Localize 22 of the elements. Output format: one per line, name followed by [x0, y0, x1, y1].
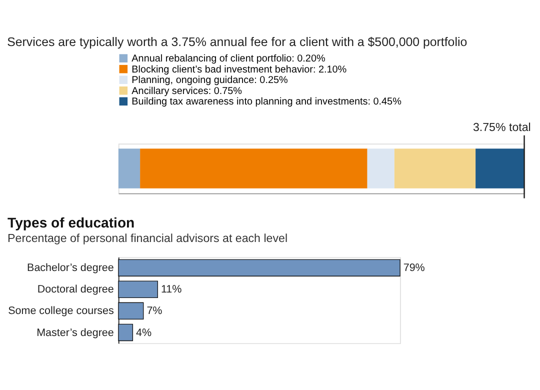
y-tick-label: Master’s degree: [36, 326, 114, 339]
ref-line-label: 3.75% total: [472, 122, 531, 134]
legend-label: Blocking client’s bad investment behavior: 2.10%: [132, 64, 347, 76]
legend-label: Building tax awareness into planning and investments: 0.45%: [132, 96, 402, 108]
y-tick-label: Some college courses: [8, 305, 114, 318]
y-tick-label: Bachelor’s degree: [27, 262, 114, 274]
data-label: 11%: [160, 284, 182, 296]
y-tick-label: Doctoral degree: [37, 284, 114, 296]
legend-label: Ancillary services: 0.75%: [132, 86, 242, 97]
legend-label: Annual rebalancing of client portfolio: 0.20%: [132, 54, 326, 65]
data-label: 7%: [146, 305, 163, 318]
bar: [118, 148, 140, 188]
data-label: 4%: [136, 326, 152, 339]
bar: [394, 148, 476, 188]
data-label: 79%: [403, 262, 426, 274]
legend-label: Planning, ongoing guidance: 0.25%: [132, 75, 288, 86]
bar: [476, 148, 524, 188]
chart-title: Types of education: [8, 214, 135, 230]
bar: [367, 148, 394, 188]
bar: [140, 148, 368, 188]
chart-title: Services are typically worth a 3.75% annual fee for a client with a $500,000 portfolio: [7, 34, 468, 49]
chart-subtitle: Percentage of personal financial advisors at each level: [8, 233, 288, 246]
